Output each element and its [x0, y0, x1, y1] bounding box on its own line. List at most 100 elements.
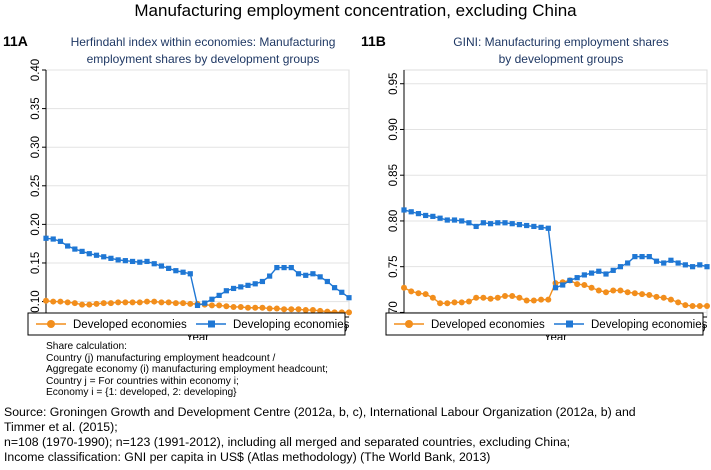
legend-label: Developed economies	[431, 319, 545, 331]
data-point	[524, 222, 530, 229]
legend-box	[27, 312, 346, 336]
data-point	[230, 285, 237, 292]
data-point	[93, 252, 100, 258]
data-point	[295, 306, 302, 313]
source-footnote: Source: Groningen Growth and Development…	[4, 405, 636, 465]
data-point	[115, 299, 122, 306]
chart-panel-11a: 11A Herfindahl index within economies: Ma…	[3, 33, 352, 340]
data-point	[107, 300, 114, 307]
data-point	[64, 299, 71, 306]
x-axis-label: Year	[544, 332, 567, 340]
legend-marker	[566, 320, 573, 328]
chart-title-line-2: employment shares by development groups	[87, 52, 320, 66]
legend: Developed economies Developing economies	[385, 312, 708, 336]
note-line: Country j = For countries within economy…	[46, 375, 239, 387]
x-axis-label: Year	[186, 332, 209, 340]
data-point	[43, 297, 49, 304]
data-point	[646, 292, 653, 299]
data-point	[523, 297, 530, 304]
data-point	[288, 265, 294, 271]
data-point	[660, 294, 667, 301]
data-point	[466, 220, 472, 226]
data-point	[72, 246, 78, 252]
data-point	[245, 282, 251, 288]
data-point	[100, 300, 107, 307]
data-point	[661, 260, 667, 266]
data-point	[151, 298, 158, 305]
data-point	[516, 294, 523, 301]
data-point	[317, 307, 324, 314]
data-point	[603, 289, 609, 296]
y-tick-label: 0.40	[30, 59, 42, 81]
legend-marker	[47, 320, 55, 328]
source-line: n=108 (1970-1990); n=123 (1991-2012), in…	[4, 435, 571, 449]
y-tick-label: 0.75	[388, 255, 400, 277]
data-point	[259, 304, 266, 311]
y-tick-label: 0.35	[30, 97, 42, 119]
data-point	[682, 302, 689, 309]
data-point	[136, 299, 143, 306]
data-point	[346, 309, 352, 316]
data-point	[151, 261, 157, 267]
data-point	[473, 223, 479, 230]
data-point	[346, 295, 352, 301]
data-point	[516, 222, 523, 228]
data-point	[610, 287, 617, 294]
data-point	[252, 281, 258, 287]
data-point	[144, 298, 150, 305]
data-point	[509, 221, 515, 227]
data-point	[588, 270, 595, 276]
data-point	[465, 298, 472, 305]
data-point	[560, 282, 566, 288]
data-point	[230, 303, 237, 310]
y-tick-label: 0.10	[30, 290, 42, 312]
y-tick-label: 0.30	[30, 136, 42, 158]
note-line: Economy i = {1: developed, 2: developing…	[46, 387, 237, 399]
source-line: Timmer et al. (2015);	[4, 420, 118, 434]
data-point	[444, 300, 451, 307]
data-point	[596, 268, 602, 274]
data-point	[480, 294, 487, 301]
data-point	[581, 272, 587, 278]
data-point	[237, 303, 244, 310]
share-calculation-note: Share calculation: Country (j) manufactu…	[46, 341, 328, 399]
plot-area	[45, 69, 350, 318]
data-point	[509, 292, 516, 299]
data-point	[588, 284, 595, 291]
data-point	[295, 271, 302, 277]
data-point	[451, 217, 458, 223]
data-point	[617, 264, 624, 270]
y-tick-label: 0.95	[388, 73, 400, 95]
data-point	[86, 251, 92, 257]
plot-area	[403, 69, 708, 318]
data-point	[603, 271, 609, 277]
data-point	[129, 258, 136, 265]
y-tick-label: 0.80	[388, 210, 400, 232]
data-point	[401, 284, 407, 291]
panel-label: 11B	[361, 33, 386, 49]
data-point	[610, 267, 616, 273]
data-point	[339, 289, 345, 295]
data-point	[273, 305, 280, 312]
data-point	[444, 217, 450, 223]
data-point	[689, 303, 696, 310]
chart-title-line-1: Herfindahl index within economies: Manuf…	[71, 35, 336, 49]
legend-box	[385, 312, 704, 336]
data-point	[57, 238, 64, 244]
data-point	[101, 254, 107, 260]
data-point	[281, 306, 288, 313]
data-point	[639, 291, 646, 298]
data-point	[459, 218, 465, 224]
data-point	[43, 235, 49, 241]
data-point	[487, 295, 494, 302]
data-point	[437, 300, 444, 307]
data-point	[653, 293, 660, 300]
data-point	[108, 255, 114, 261]
data-point	[502, 220, 508, 226]
data-point	[86, 301, 93, 308]
data-point	[274, 265, 280, 271]
data-point	[79, 248, 85, 254]
data-point	[429, 294, 436, 301]
legend-label: Developing economies	[233, 319, 350, 331]
main-title: Manufacturing employment concentration, …	[134, 1, 577, 20]
